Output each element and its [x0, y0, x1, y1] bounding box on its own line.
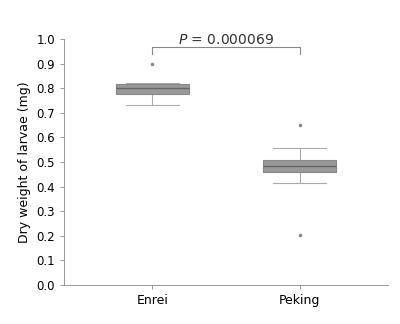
Text: $\it{P}$ = 0.000069: $\it{P}$ = 0.000069: [178, 33, 274, 47]
Bar: [263, 159, 336, 172]
Y-axis label: Dry weight of larvae (mg): Dry weight of larvae (mg): [18, 81, 31, 243]
Bar: [116, 85, 189, 94]
